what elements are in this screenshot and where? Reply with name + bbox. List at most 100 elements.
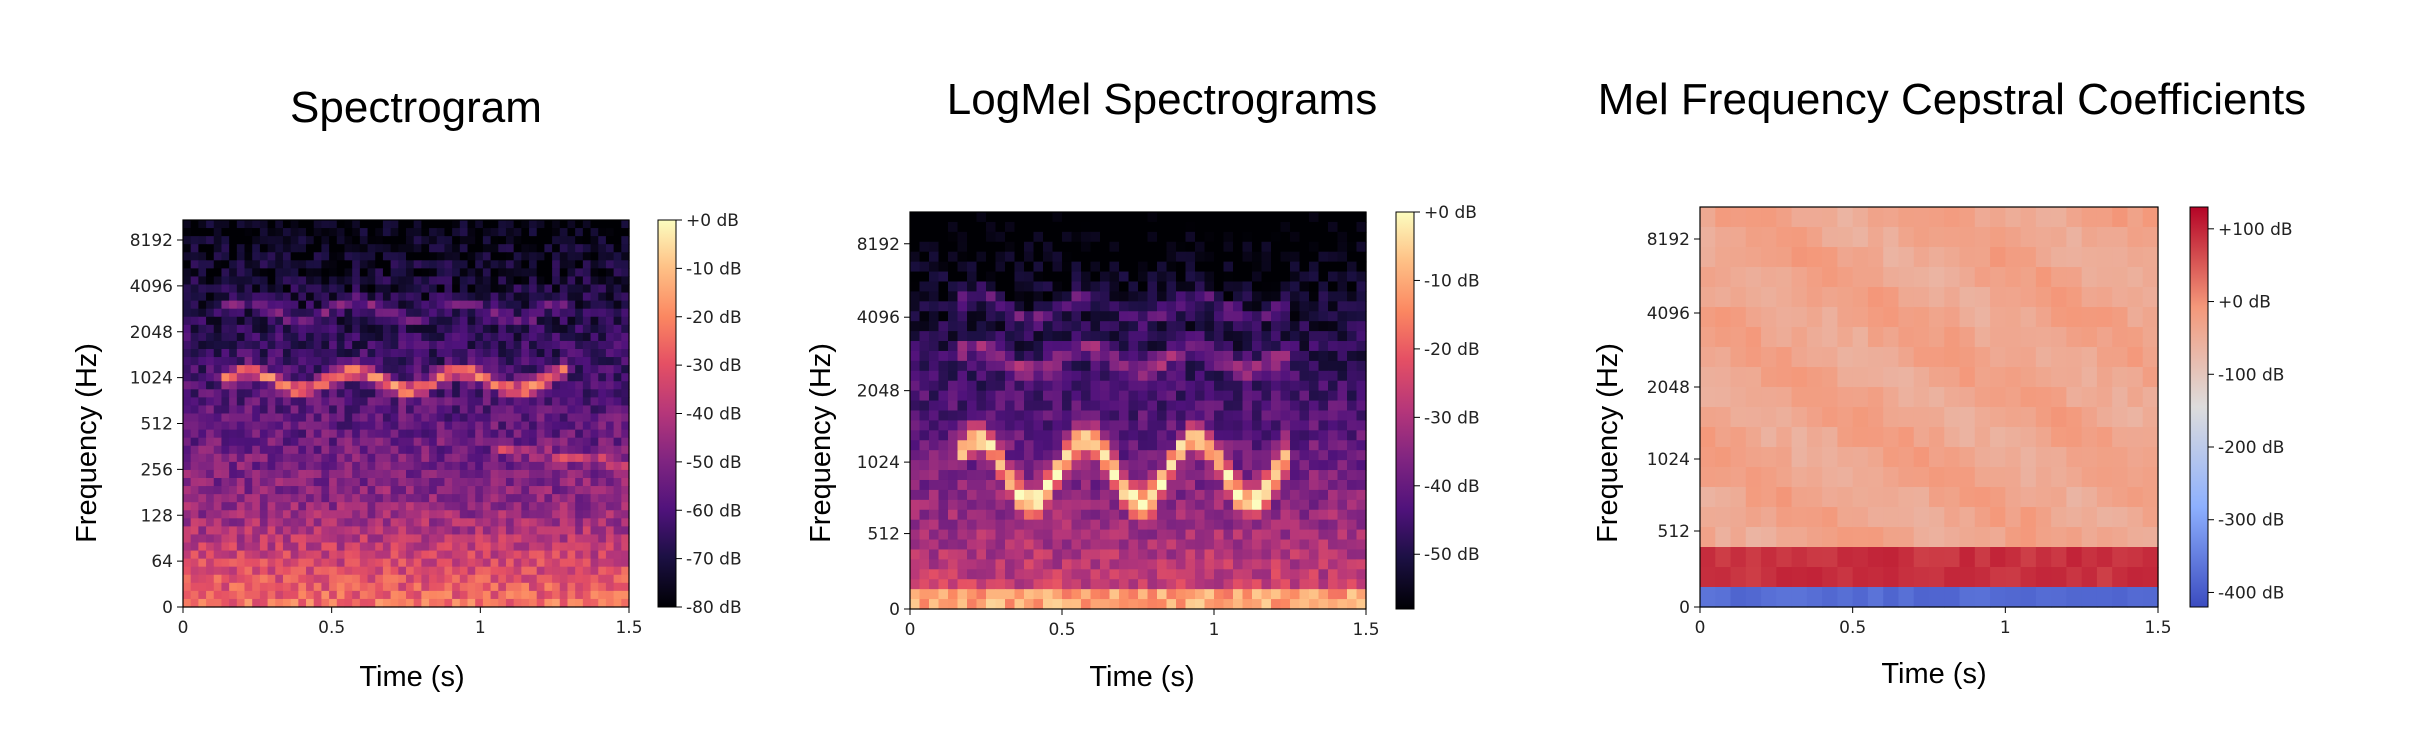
heatmap-cell xyxy=(505,542,515,552)
heatmap-cell xyxy=(929,460,940,471)
heatmap-cell xyxy=(313,365,323,374)
heatmap-cell xyxy=(582,308,592,318)
heatmap-cell xyxy=(313,518,323,527)
heatmap-cell xyxy=(2051,227,2067,248)
heatmap-cell xyxy=(1119,519,1130,531)
heatmap-cell xyxy=(1024,231,1035,243)
heatmap-cell xyxy=(290,429,299,439)
heatmap-cell xyxy=(1147,231,1158,243)
heatmap-cell xyxy=(390,268,399,278)
heatmap-cell xyxy=(552,268,561,278)
heatmap-cell xyxy=(1090,470,1101,481)
heatmap-cell xyxy=(298,349,307,358)
heatmap-cell xyxy=(398,260,407,269)
heatmap-cell xyxy=(552,365,561,374)
heatmap-cell xyxy=(559,397,569,407)
heatmap-cell xyxy=(467,373,476,382)
heatmap-cell xyxy=(1138,231,1149,243)
heatmap-cell xyxy=(1252,450,1263,461)
heatmap-cell xyxy=(229,276,238,286)
heatmap-cell xyxy=(1157,559,1168,570)
heatmap-cell xyxy=(605,308,615,318)
heatmap-cell xyxy=(1081,440,1092,451)
heatmap-cell xyxy=(1109,440,1120,451)
heatmap-cell xyxy=(582,244,592,253)
heatmap-cell xyxy=(1052,241,1063,253)
heatmap-cell xyxy=(406,542,415,552)
heatmap-cell xyxy=(259,397,269,407)
heatmap-cell xyxy=(605,284,615,294)
heatmap-cell xyxy=(1128,321,1139,332)
heatmap-cell xyxy=(498,340,507,350)
heatmap-cell xyxy=(1337,301,1348,312)
heatmap-cell xyxy=(2081,287,2098,308)
heatmap-cell xyxy=(1299,331,1310,342)
heatmap-cell xyxy=(359,469,369,479)
heatmap-cell xyxy=(1100,271,1111,283)
heatmap-cell xyxy=(976,470,987,481)
heatmap-cell xyxy=(1347,311,1358,322)
heatmap-cell xyxy=(1242,430,1253,441)
heatmap-cell xyxy=(1157,489,1168,501)
heatmap-cell xyxy=(1014,460,1025,471)
heatmap-cell xyxy=(1071,261,1082,273)
heatmap-cell xyxy=(598,478,607,487)
heatmap-cell xyxy=(1157,440,1168,451)
heatmap-cell xyxy=(1761,267,1777,288)
heatmap-cell xyxy=(1214,380,1225,392)
heatmap-cell xyxy=(183,518,192,527)
heatmap-cell xyxy=(236,421,246,431)
heatmap-cell xyxy=(919,460,930,471)
heatmap-cell xyxy=(467,526,476,536)
heatmap-cell xyxy=(236,332,246,342)
heatmap-cell xyxy=(359,510,369,519)
heatmap-cell xyxy=(1299,539,1310,551)
heatmap-cell xyxy=(198,486,207,495)
heatmap-cell xyxy=(429,389,438,398)
heatmap-cell xyxy=(1271,460,1282,471)
heatmap-cell xyxy=(948,390,959,402)
heatmap-cell xyxy=(2066,227,2083,248)
heatmap-cell xyxy=(521,397,530,407)
heatmap-cell xyxy=(336,566,346,576)
heatmap-cell xyxy=(367,244,376,253)
heatmap-cell xyxy=(290,566,299,576)
heatmap-cell xyxy=(490,550,499,560)
heatmap-cell xyxy=(382,284,392,294)
heatmap-cell xyxy=(2096,287,2113,308)
heatmap-cell xyxy=(1071,569,1082,580)
heatmap-cell xyxy=(1822,227,1838,248)
heatmap-cell xyxy=(259,598,269,608)
heatmap-cell xyxy=(498,534,507,544)
heatmap-cell xyxy=(252,582,261,592)
heatmap-cell xyxy=(1109,291,1120,302)
heatmap-cell xyxy=(1033,479,1044,491)
heatmap-cell xyxy=(336,413,346,423)
heatmap-cell xyxy=(938,311,949,322)
heatmap-cell xyxy=(329,365,338,374)
heatmap-cell xyxy=(352,324,361,334)
heatmap-cell xyxy=(1280,440,1291,451)
heatmap-cell xyxy=(298,268,307,278)
heatmap-cell xyxy=(1328,341,1339,352)
heatmap-cell xyxy=(452,574,461,584)
heatmap-cell xyxy=(613,558,622,568)
heatmap-cell xyxy=(1214,559,1225,570)
heatmap-cell xyxy=(475,478,484,487)
heatmap-cell xyxy=(259,357,269,366)
heatmap-cell xyxy=(995,321,1006,332)
heatmap-cell xyxy=(336,268,346,278)
heatmap-cell xyxy=(1014,529,1025,541)
heatmap-cell xyxy=(1014,430,1025,441)
heatmap-cell xyxy=(1052,549,1063,560)
heatmap-cell xyxy=(521,510,530,519)
heatmap-cell xyxy=(306,236,315,245)
heatmap-cell xyxy=(1271,370,1282,382)
heatmap-cell xyxy=(367,389,376,398)
heatmap-cell xyxy=(367,236,376,245)
heatmap-cell xyxy=(1271,589,1282,600)
heatmap-cell xyxy=(1138,529,1149,541)
heatmap-cell xyxy=(575,276,584,286)
heatmap-cell xyxy=(2112,307,2129,328)
heatmap-cell xyxy=(1157,410,1168,422)
